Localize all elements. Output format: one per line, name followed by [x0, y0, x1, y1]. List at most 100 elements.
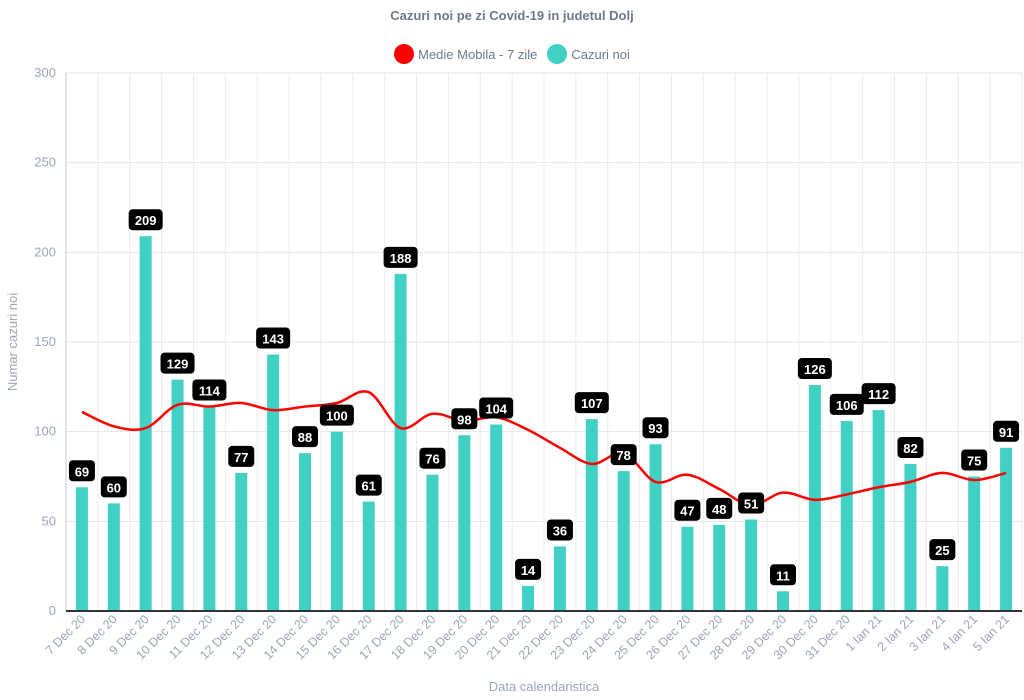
data-label: 93 [648, 421, 662, 436]
data-label-box [897, 436, 924, 458]
data-label-box [706, 497, 733, 519]
bar [107, 503, 120, 611]
bar [681, 526, 694, 611]
data-label: 77 [234, 450, 248, 465]
data-label: 61 [361, 479, 375, 494]
bar [1000, 447, 1013, 611]
data-label-box [993, 420, 1020, 442]
data-label-box [610, 444, 637, 466]
data-label-box [100, 476, 127, 498]
data-label: 114 [199, 384, 221, 399]
legend-item-moving-average[interactable]: Medie Mobila - 7 zile [394, 44, 537, 64]
bar [904, 463, 917, 611]
data-label-box [546, 519, 573, 541]
data-label-box [797, 358, 832, 380]
bar [968, 476, 981, 611]
data-label: 14 [521, 563, 536, 578]
bar [553, 546, 566, 611]
y-tick-label: 300 [34, 65, 56, 80]
data-label-box [451, 408, 478, 430]
bar [426, 474, 439, 611]
legend-item-new-cases[interactable]: Cazuri noi [547, 44, 630, 64]
legend-marker-new-cases [547, 44, 568, 64]
legend-label-moving-average: Medie Mobila - 7 zile [418, 46, 538, 62]
data-label: 88 [298, 430, 312, 445]
data-label-box [642, 417, 669, 439]
data-label: 60 [107, 480, 121, 495]
bar [267, 354, 280, 611]
data-label: 98 [457, 412, 471, 427]
legend-label-new-cases: Cazuri noi [571, 46, 630, 62]
data-label: 78 [616, 448, 630, 463]
data-label-box [292, 426, 318, 448]
data-label-box [228, 445, 255, 467]
data-label: 106 [836, 398, 858, 413]
bar [617, 471, 630, 611]
data-label: 11 [776, 568, 790, 583]
data-label-box [515, 558, 542, 580]
data-label: 25 [935, 543, 949, 558]
bar [139, 236, 152, 611]
bar [649, 444, 662, 611]
x-axis-title: Data calendaristica [489, 679, 600, 694]
data-label: 107 [581, 396, 603, 411]
data-label-box [192, 379, 227, 401]
data-label-box [479, 397, 514, 419]
data-label-box [419, 447, 446, 469]
data-label: 100 [326, 409, 348, 424]
legend: Medie Mobila - 7 zile Cazuri noi [0, 44, 1024, 64]
y-tick-label: 200 [34, 244, 56, 259]
data-label: 112 [868, 387, 889, 402]
bar [490, 424, 503, 611]
data-label-box [829, 393, 864, 415]
data-label-box [68, 460, 95, 482]
data-label-box [383, 246, 418, 268]
legend-marker-moving-average [394, 44, 415, 64]
y-tick-label: 0 [49, 603, 56, 618]
data-label: 47 [680, 504, 694, 519]
bar [203, 406, 216, 611]
data-label-box [160, 352, 195, 374]
bar [745, 519, 758, 611]
data-label: 48 [712, 502, 726, 517]
data-label-box [770, 564, 796, 586]
bar [394, 273, 407, 611]
data-label: 76 [425, 452, 439, 467]
bar [75, 487, 88, 611]
bar [808, 385, 821, 611]
bar [713, 524, 726, 611]
bar [872, 410, 885, 611]
bar [936, 566, 949, 611]
data-label-box [929, 539, 956, 561]
bar [585, 419, 598, 611]
data-label-box [961, 449, 988, 471]
data-label: 36 [553, 523, 567, 538]
bar [522, 585, 535, 611]
bar [362, 501, 375, 611]
y-tick-label: 250 [34, 155, 56, 170]
bar [235, 472, 248, 611]
moving-average-line [81, 390, 1007, 507]
data-label-box [355, 474, 382, 496]
data-label-box [574, 392, 609, 414]
bar [777, 591, 789, 611]
data-label: 209 [135, 213, 157, 228]
data-label: 126 [804, 362, 826, 377]
data-label-box [674, 499, 701, 521]
y-axis-title: Numar cazuri noi [5, 293, 20, 391]
data-label-box [128, 209, 163, 231]
y-tick-label: 50 [42, 513, 56, 528]
data-label: 129 [167, 357, 189, 372]
data-label: 91 [999, 425, 1013, 440]
data-label: 188 [390, 251, 412, 266]
bar [840, 420, 853, 611]
data-label-box [861, 383, 896, 405]
data-label: 75 [967, 454, 981, 469]
bar [330, 431, 343, 611]
data-label: 51 [744, 497, 758, 512]
data-label-box [319, 404, 354, 426]
data-label: 82 [903, 441, 917, 456]
data-label: 69 [75, 464, 89, 479]
